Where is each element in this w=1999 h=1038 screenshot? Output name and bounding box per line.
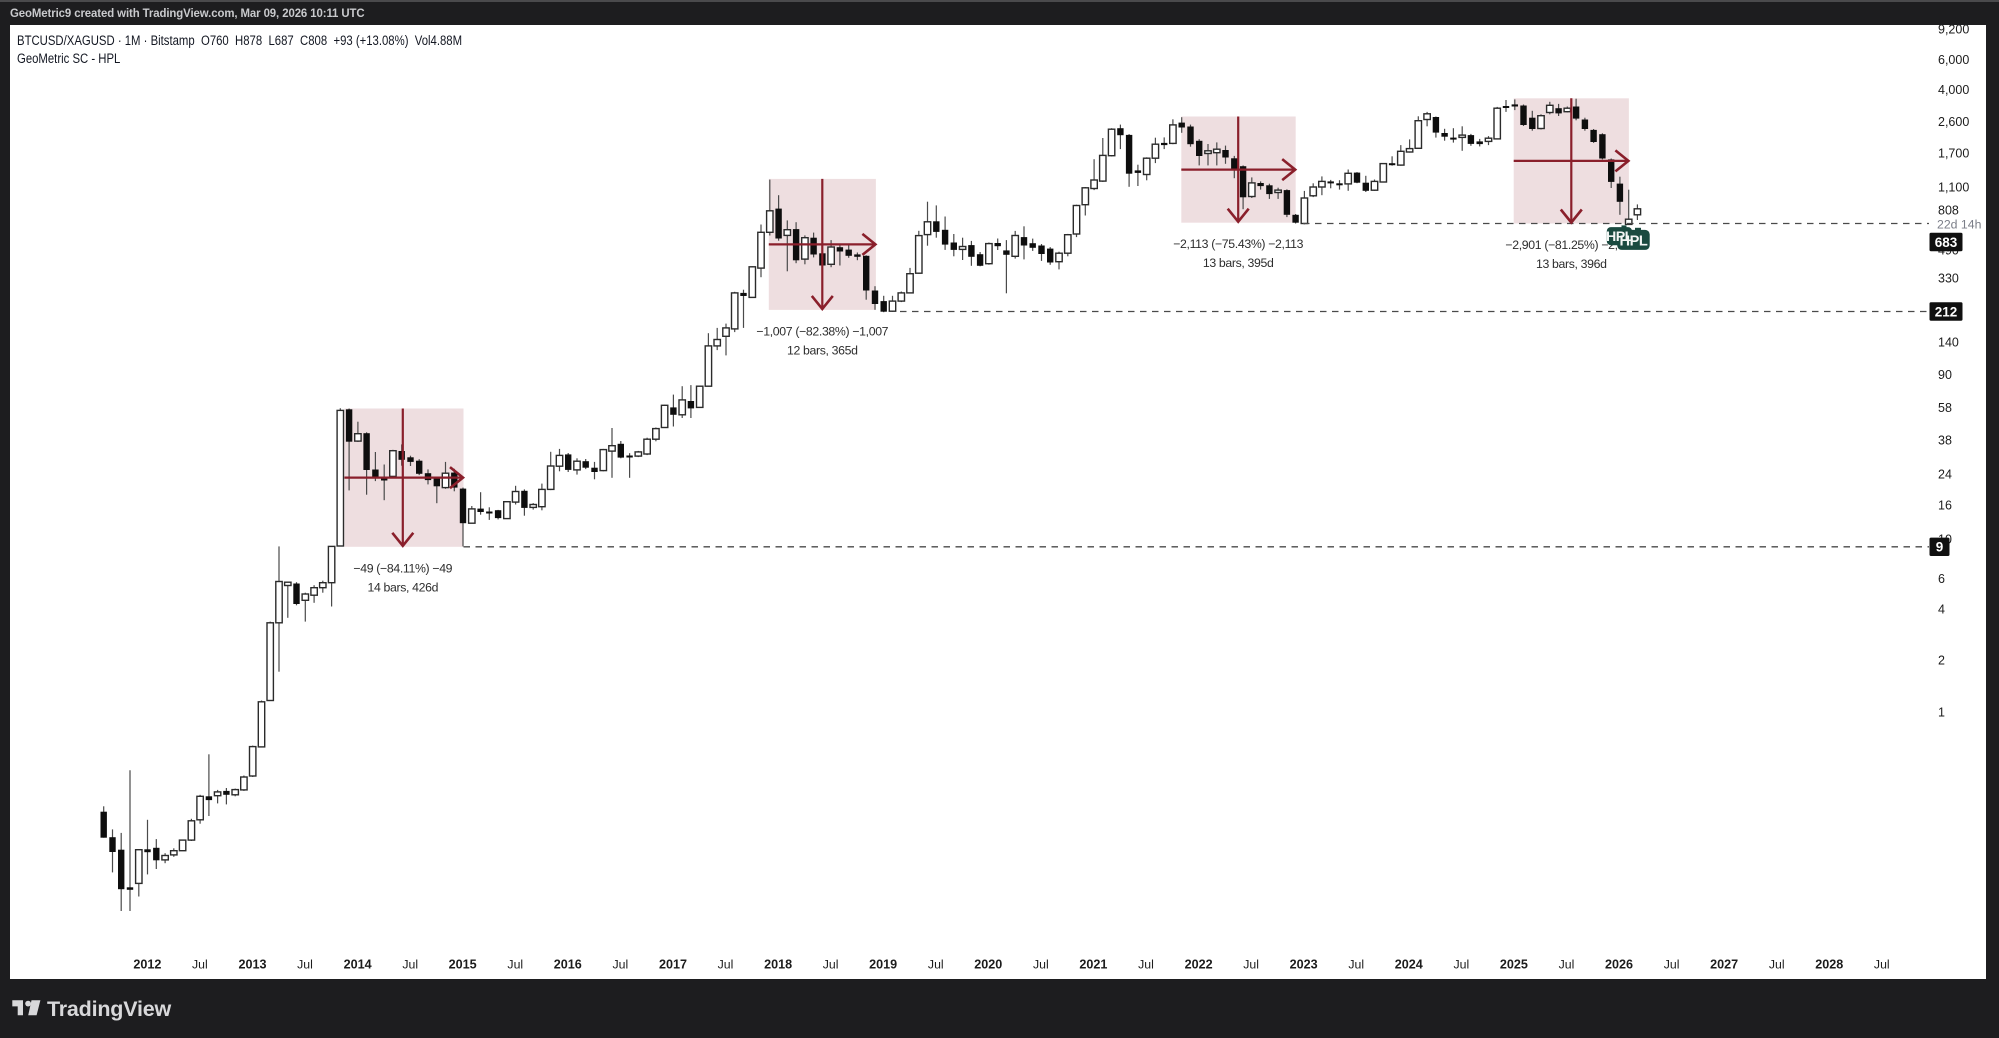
svg-text:Jul: Jul	[1874, 958, 1890, 972]
svg-text:2013: 2013	[238, 958, 266, 972]
svg-text:4,000: 4,000	[1938, 83, 1969, 97]
svg-text:16: 16	[1938, 499, 1952, 513]
svg-text:HPL: HPL	[1606, 229, 1634, 245]
svg-text:90: 90	[1938, 368, 1952, 382]
svg-text:2012: 2012	[133, 958, 161, 972]
svg-text:Jul: Jul	[1348, 958, 1364, 972]
svg-text:Jul: Jul	[192, 958, 208, 972]
svg-text:Jul: Jul	[402, 958, 418, 972]
svg-text:2026: 2026	[1605, 958, 1633, 972]
svg-text:Jul: Jul	[718, 958, 734, 972]
svg-text:Jul: Jul	[928, 958, 944, 972]
svg-text:2014: 2014	[344, 958, 372, 972]
svg-text:Jul: Jul	[1559, 958, 1575, 972]
svg-text:Jul: Jul	[1138, 958, 1154, 972]
svg-text:Jul: Jul	[297, 958, 313, 972]
svg-text:212: 212	[1935, 304, 1958, 319]
svg-text:140: 140	[1938, 336, 1959, 350]
svg-text:Jul: Jul	[1769, 958, 1785, 972]
svg-text:2019: 2019	[869, 958, 897, 972]
svg-text:13 bars, 396d: 13 bars, 396d	[1536, 257, 1607, 271]
svg-text:Jul: Jul	[1243, 958, 1259, 972]
svg-text:Jul: Jul	[1033, 958, 1049, 972]
svg-text:12 bars, 365d: 12 bars, 365d	[787, 343, 858, 357]
svg-text:2016: 2016	[554, 958, 582, 972]
svg-text:Jul: Jul	[507, 958, 523, 972]
svg-text:2020: 2020	[974, 958, 1002, 972]
svg-text:−1,007 (−82.38%) −1,007: −1,007 (−82.38%) −1,007	[756, 324, 888, 338]
svg-text:2021: 2021	[1079, 958, 1107, 972]
svg-text:−2,113 (−75.43%) −2,113: −2,113 (−75.43%) −2,113	[1173, 237, 1303, 251]
svg-text:1,700: 1,700	[1938, 147, 1969, 161]
svg-text:2015: 2015	[449, 958, 477, 972]
svg-text:2: 2	[1938, 653, 1945, 667]
svg-text:Jul: Jul	[1454, 958, 1470, 972]
svg-text:9: 9	[1936, 540, 1944, 555]
svg-text:−49 (−84.11%) −49: −49 (−84.11%) −49	[353, 561, 452, 575]
svg-text:13 bars, 395d: 13 bars, 395d	[1203, 256, 1274, 270]
svg-text:683: 683	[1935, 235, 1958, 250]
svg-text:22d 14h: 22d 14h	[1937, 218, 1982, 232]
svg-text:6,000: 6,000	[1938, 53, 1969, 67]
svg-text:330: 330	[1938, 271, 1959, 285]
svg-text:Jul: Jul	[613, 958, 629, 972]
svg-text:14 bars, 426d: 14 bars, 426d	[367, 580, 438, 594]
svg-text:2022: 2022	[1185, 958, 1213, 972]
svg-text:1,100: 1,100	[1938, 180, 1969, 194]
svg-text:4: 4	[1938, 603, 1945, 617]
svg-text:9,200: 9,200	[1938, 23, 1969, 37]
svg-text:1: 1	[1938, 705, 1945, 719]
svg-text:2024: 2024	[1395, 958, 1423, 972]
svg-text:2028: 2028	[1815, 958, 1843, 972]
svg-text:2027: 2027	[1710, 958, 1738, 972]
svg-text:HPL: HPL	[1620, 233, 1648, 249]
svg-text:58: 58	[1938, 401, 1952, 415]
svg-text:2017: 2017	[659, 958, 687, 972]
svg-text:6: 6	[1938, 572, 1945, 586]
svg-text:2018: 2018	[764, 958, 792, 972]
svg-text:38: 38	[1938, 434, 1952, 448]
svg-text:2,600: 2,600	[1938, 115, 1969, 129]
svg-text:24: 24	[1938, 468, 1952, 482]
svg-text:808: 808	[1938, 204, 1959, 218]
svg-text:Jul: Jul	[1664, 958, 1680, 972]
svg-text:2023: 2023	[1290, 958, 1318, 972]
svg-text:Jul: Jul	[823, 958, 839, 972]
svg-text:2025: 2025	[1500, 958, 1528, 972]
svg-text:−2,901 (−81.25%) −2,901: −2,901 (−81.25%) −2,901	[1505, 238, 1637, 252]
